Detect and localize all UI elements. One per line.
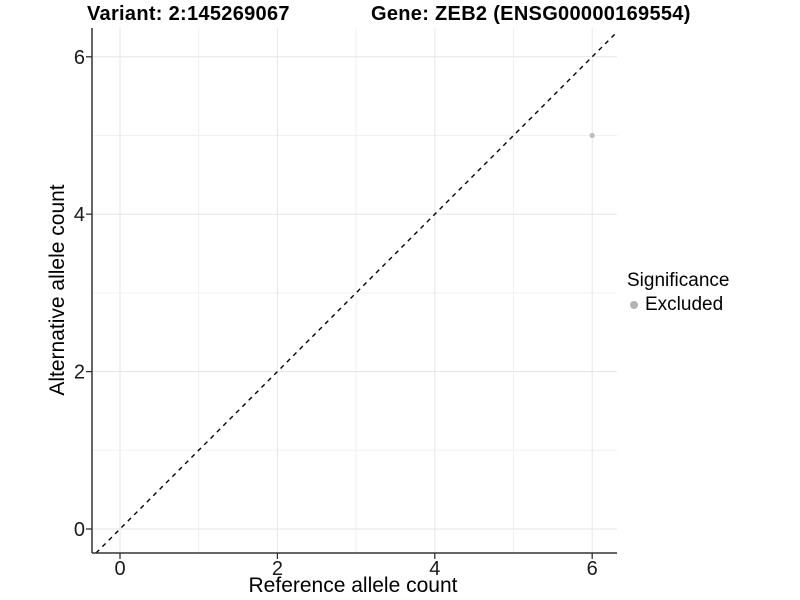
y-tick-label: 0 [74, 519, 85, 541]
x-axis-title: Reference allele count [248, 574, 458, 597]
y-tick-label: 4 [74, 204, 85, 226]
x-tick-label: 4 [429, 558, 440, 580]
x-tick-label: 6 [587, 558, 598, 580]
legend-title: Significance [627, 270, 730, 291]
legend: Significance Excluded [627, 270, 729, 316]
legend-item-label: Excluded [645, 294, 724, 315]
legend-point-icon [630, 301, 638, 309]
gene-title: Gene: ZEB2 (ENSG00000169554) [371, 3, 691, 25]
x-tick-label: 2 [272, 558, 283, 580]
identity-dashed-line [95, 31, 618, 554]
data-point-excluded [589, 132, 595, 139]
y-tick-label: 2 [74, 362, 85, 384]
y-tick-label: 6 [74, 47, 85, 69]
y-axis-title: Alternative allele count [46, 184, 69, 396]
variant-title: Variant: 2:145269067 [87, 3, 290, 25]
legend-item-excluded: Excluded [627, 294, 729, 316]
x-tick-label: 0 [114, 558, 125, 580]
